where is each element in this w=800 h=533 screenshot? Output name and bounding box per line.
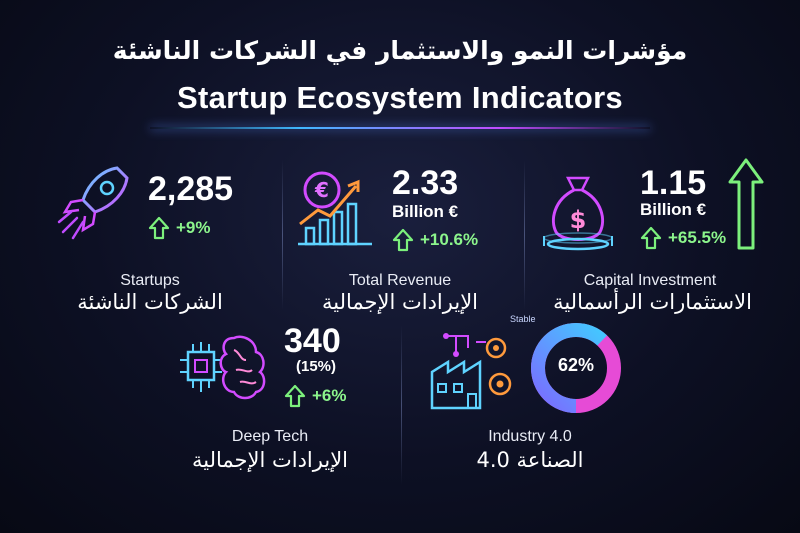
startups-label-ar: الشركات الناشئة <box>77 290 223 314</box>
money-bag-icon: $ <box>538 172 624 252</box>
title-english: Startup Ecosystem Indicators <box>177 80 623 115</box>
donut-fill <box>531 323 621 413</box>
svg-text:$: $ <box>570 206 587 234</box>
industry-label-en: Industry 4.0 <box>488 428 572 445</box>
investment-label-en: Capital Investment <box>583 272 717 289</box>
investment-unit: Billion € <box>640 200 707 219</box>
divider-bottom <box>401 325 402 485</box>
deeptech-label-ar: الإيرادات الإجمالية <box>191 448 349 472</box>
svg-text:€: € <box>314 178 329 202</box>
revenue-chart-icon: € <box>294 168 376 248</box>
arrow-up-icon <box>148 216 170 240</box>
factory-icon <box>428 328 520 412</box>
investment-delta-text: +65.5% <box>668 228 727 247</box>
arrow-up-icon <box>392 228 414 252</box>
arrow-up-icon <box>640 226 662 250</box>
rocket-icon <box>55 160 135 245</box>
investment-value: 1.15 <box>640 164 707 202</box>
deeptech-label-en: Deep Tech <box>231 428 309 445</box>
deeptech-delta-text: +6% <box>312 386 347 405</box>
industry-donut <box>526 318 626 422</box>
arrow-up-icon <box>284 384 306 408</box>
startups-value: 2,285 <box>148 170 234 208</box>
revenue-value: 2.33 <box>392 164 459 202</box>
industry-status: Stable <box>510 314 536 324</box>
ai-brain-chip-icon <box>176 330 268 410</box>
industry-label-ar: الصناعة 4.0 <box>476 448 584 472</box>
startups-delta-text: +9% <box>176 218 211 237</box>
startups-label-en: Startups <box>120 272 180 289</box>
investment-label-ar: الاستثمارات الرأسمالية <box>553 290 752 314</box>
deeptech-delta: +6% <box>284 384 347 408</box>
header-divider <box>150 127 650 129</box>
revenue-delta-text: +10.6% <box>420 230 479 249</box>
title-arabic: مؤشرات النمو والاستثمار في الشركات الناش… <box>112 36 688 65</box>
revenue-label-ar: الإيرادات الإجمالية <box>321 290 479 314</box>
investment-delta: +65.5% <box>640 226 726 250</box>
divider-left <box>282 160 283 310</box>
revenue-delta: +10.6% <box>392 228 478 252</box>
startups-delta: +9% <box>148 216 211 240</box>
industry-value: 62% <box>557 355 595 375</box>
divider-right <box>524 160 525 310</box>
deeptech-value: 340 <box>284 322 341 360</box>
deeptech-share: (15%) <box>296 358 337 375</box>
revenue-unit: Billion € <box>392 202 459 221</box>
big-arrow-up-icon <box>728 158 764 250</box>
revenue-label-en: Total Revenue <box>348 272 452 289</box>
